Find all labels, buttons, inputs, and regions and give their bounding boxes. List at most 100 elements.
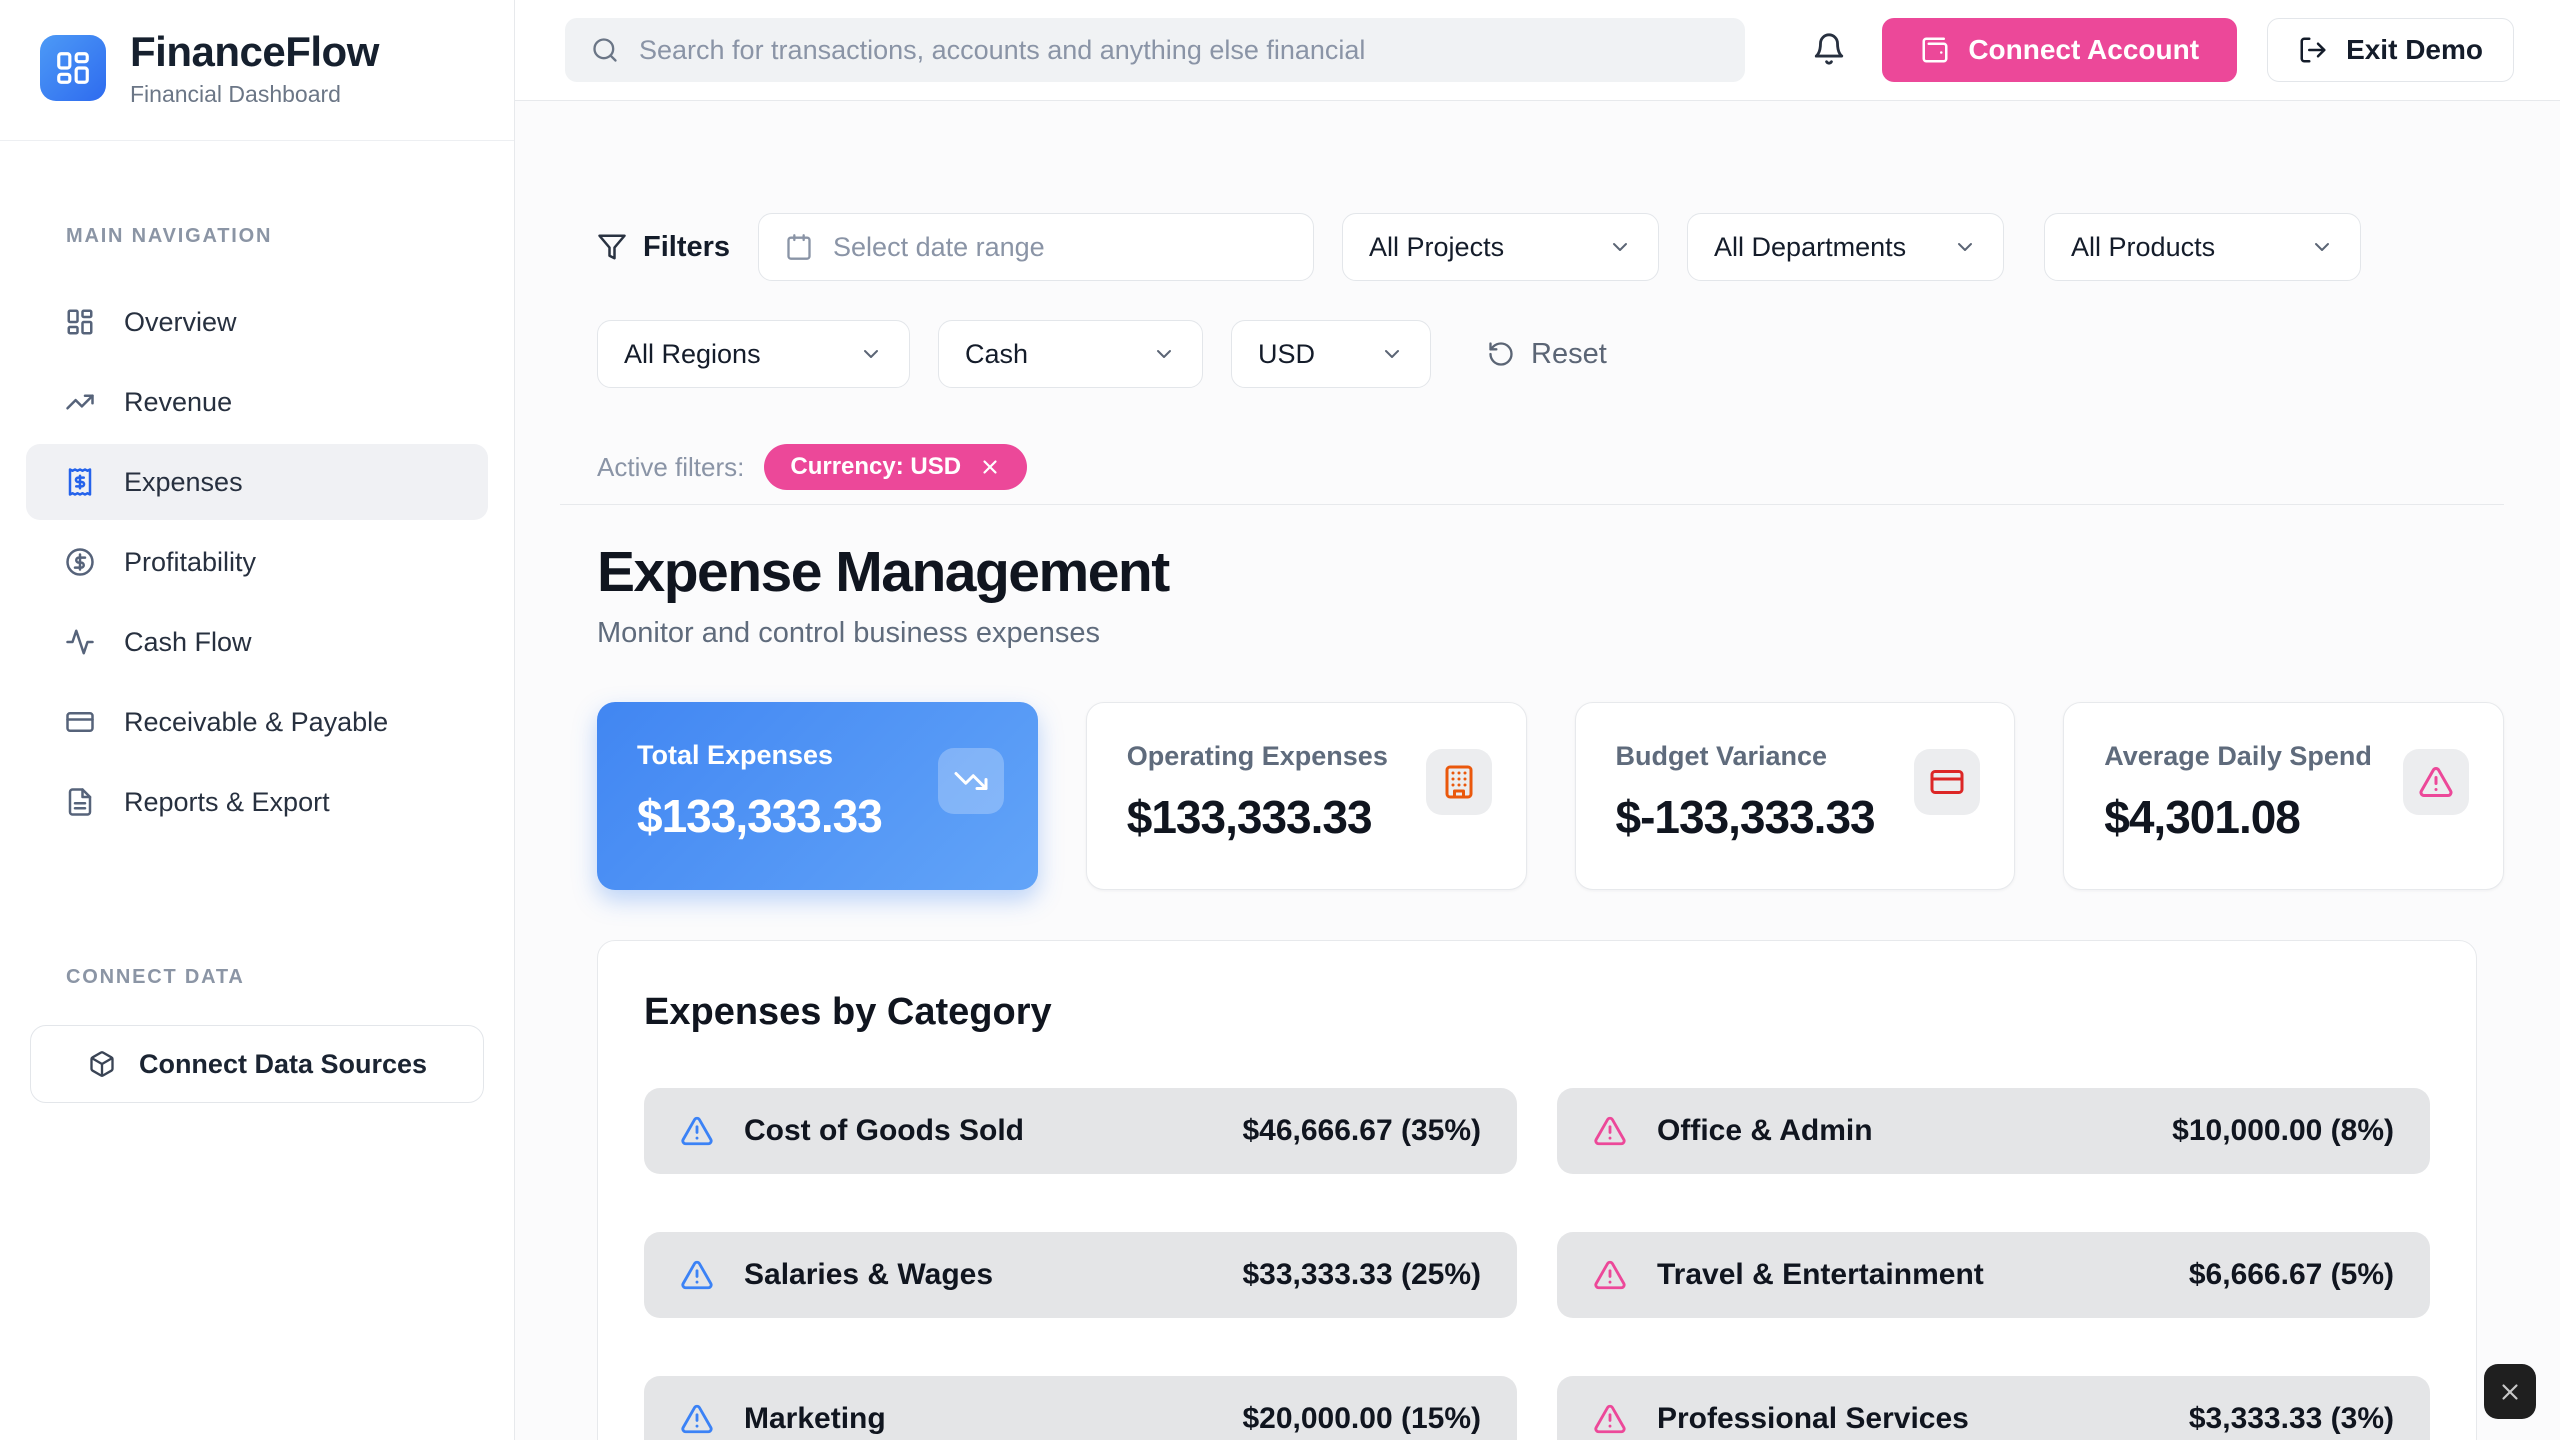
sidebar-item-receivable-payable[interactable]: Receivable & Payable — [26, 684, 488, 760]
connect-section-label: CONNECT DATA — [66, 966, 245, 988]
main-navigation: MAIN NAVIGATION Overview Revenue Expense… — [0, 141, 514, 840]
connect-data-sources-label: Connect Data Sources — [138, 1048, 428, 1079]
brand-block: FinanceFlow Financial Dashboard — [0, 0, 514, 141]
projects-select-value: All Projects — [1369, 231, 1505, 262]
departments-select-value: All Departments — [1714, 231, 1907, 262]
category-row-marketing[interactable]: Marketing $20,000.00 (15%) — [644, 1376, 1517, 1440]
category-row-office-admin[interactable]: Office & Admin $10,000.00 (8%) — [1557, 1088, 2430, 1174]
rotate-ccw-icon — [1487, 340, 1515, 368]
search-input[interactable] — [639, 34, 1719, 66]
sidebar-item-label: Revenue — [124, 386, 233, 417]
main-area: Connect Account Exit Demo Filters Select… — [515, 0, 2560, 1440]
regions-select[interactable]: All Regions — [597, 320, 910, 388]
active-filter-chip-currency[interactable]: Currency: USD — [764, 444, 1028, 490]
payment-method-select[interactable]: Cash — [938, 320, 1203, 388]
stat-value: $133,333.33 — [637, 790, 883, 842]
category-row-salaries-wages[interactable]: Salaries & Wages $33,333.33 (25%) — [644, 1232, 1517, 1318]
active-filter-chip-label: Currency: USD — [790, 453, 962, 480]
sidebar-item-overview[interactable]: Overview — [26, 284, 488, 360]
reset-filters-button[interactable]: Reset — [1487, 338, 1607, 371]
brand-name: FinanceFlow — [130, 28, 379, 75]
active-filters-label: Active filters: — [597, 451, 745, 482]
notifications-button[interactable] — [1806, 27, 1852, 73]
close-icon[interactable] — [979, 456, 1001, 478]
page-subtitle: Monitor and control business expenses — [597, 617, 1100, 649]
category-value: $10,000.00 (8%) — [2172, 1114, 2394, 1147]
category-grid: Cost of Goods Sold $46,666.67 (35%) Offi… — [644, 1088, 2430, 1440]
filters-row-1: Filters Select date range All Projects A… — [597, 213, 2504, 281]
regions-select-value: All Regions — [624, 338, 761, 369]
sidebar-item-label: Reports & Export — [124, 786, 330, 817]
connect-data-section: CONNECT DATA Connect Data Sources — [0, 844, 514, 1103]
stat-cards: Total Expenses $133,333.33 Operating Exp… — [597, 702, 2504, 890]
log-out-icon — [2298, 35, 2328, 65]
category-value: $33,333.33 (25%) — [1242, 1258, 1481, 1291]
trending-down-icon — [937, 748, 1004, 814]
sidebar: FinanceFlow Financial Dashboard MAIN NAV… — [0, 0, 515, 1440]
alert-triangle-icon — [2403, 749, 2469, 815]
category-row-professional-services[interactable]: Professional Services $3,333.33 (3%) — [1557, 1376, 2430, 1440]
page-title: Expense Management — [597, 540, 1170, 604]
topbar: Connect Account Exit Demo — [515, 0, 2560, 101]
chevron-down-icon — [1380, 342, 1404, 366]
search-icon — [591, 36, 619, 64]
category-name: Office & Admin — [1657, 1114, 1873, 1147]
activity-icon — [64, 626, 96, 658]
category-row-cost-of-goods-sold[interactable]: Cost of Goods Sold $46,666.67 (35%) — [644, 1088, 1517, 1174]
projects-select[interactable]: All Projects — [1342, 213, 1660, 281]
alert-triangle-icon — [1593, 1258, 1627, 1292]
date-range-picker[interactable]: Select date range — [758, 213, 1315, 281]
stat-label: Total Expenses — [637, 740, 834, 770]
page-content: Filters Select date range All Projects A… — [515, 101, 2560, 1440]
stat-card-average-daily-spend[interactable]: Average Daily Spend $4,301.08 — [2063, 702, 2504, 890]
sidebar-item-expenses[interactable]: Expenses — [26, 444, 488, 520]
sidebar-item-revenue[interactable]: Revenue — [26, 364, 488, 440]
stat-value: $-133,333.33 — [1615, 791, 1876, 843]
stat-card-budget-variance[interactable]: Budget Variance $-133,333.33 — [1574, 702, 2016, 890]
brand-text: FinanceFlow Financial Dashboard — [130, 28, 379, 108]
departments-select[interactable]: All Departments — [1687, 213, 2005, 281]
products-select-value: All Products — [2071, 231, 2216, 262]
stat-label: Operating Expenses — [1126, 741, 1388, 771]
filters-label: Filters — [643, 230, 731, 263]
category-row-travel-entertainment[interactable]: Travel & Entertainment $6,666.67 (5%) — [1557, 1232, 2430, 1318]
circle-dollar-icon — [64, 546, 96, 578]
credit-card-icon — [1914, 749, 1981, 815]
exit-demo-button[interactable]: Exit Demo — [2267, 18, 2514, 82]
chevron-down-icon — [2310, 235, 2334, 259]
exit-demo-label: Exit Demo — [2346, 34, 2483, 65]
connect-data-sources-button[interactable]: Connect Data Sources — [30, 1025, 484, 1103]
file-text-icon — [64, 786, 96, 818]
global-search[interactable] — [565, 18, 1745, 82]
alert-triangle-icon — [680, 1114, 714, 1148]
dashboard-icon — [64, 306, 96, 338]
category-name: Travel & Entertainment — [1657, 1258, 1984, 1291]
category-name: Professional Services — [1657, 1402, 1969, 1435]
expenses-by-category-panel: Expenses by Category Cost of Goods Sold … — [597, 940, 2477, 1440]
close-icon — [2497, 1379, 2523, 1405]
sidebar-item-profitability[interactable]: Profitability — [26, 524, 488, 600]
currency-select[interactable]: USD — [1231, 320, 1431, 388]
brand-subtitle: Financial Dashboard — [130, 81, 341, 107]
category-name: Cost of Goods Sold — [744, 1114, 1024, 1147]
sidebar-item-reports-export[interactable]: Reports & Export — [26, 764, 488, 840]
alert-triangle-icon — [1593, 1402, 1627, 1436]
stat-value: $4,301.08 — [2104, 791, 2301, 843]
package-icon — [87, 1049, 117, 1079]
close-overlay-button[interactable] — [2484, 1364, 2536, 1419]
stat-label: Budget Variance — [1615, 741, 1828, 771]
active-filters-row: Active filters: Currency: USD — [597, 444, 2504, 490]
products-select[interactable]: All Products — [2044, 213, 2362, 281]
sidebar-item-cash-flow[interactable]: Cash Flow — [26, 604, 488, 680]
sidebar-item-label: Receivable & Payable — [124, 706, 389, 737]
wallet-icon — [1920, 35, 1950, 65]
currency-select-value: USD — [1258, 338, 1316, 369]
connect-account-button[interactable]: Connect Account — [1882, 18, 2238, 82]
sidebar-item-label: Profitability — [124, 546, 257, 577]
date-range-placeholder: Select date range — [833, 231, 1045, 262]
stat-card-total-expenses[interactable]: Total Expenses $133,333.33 — [597, 702, 1038, 890]
stat-card-operating-expenses[interactable]: Operating Expenses $133,333.33 — [1085, 702, 1527, 890]
category-value: $20,000.00 (15%) — [1242, 1402, 1481, 1435]
stat-value: $133,333.33 — [1126, 791, 1373, 843]
